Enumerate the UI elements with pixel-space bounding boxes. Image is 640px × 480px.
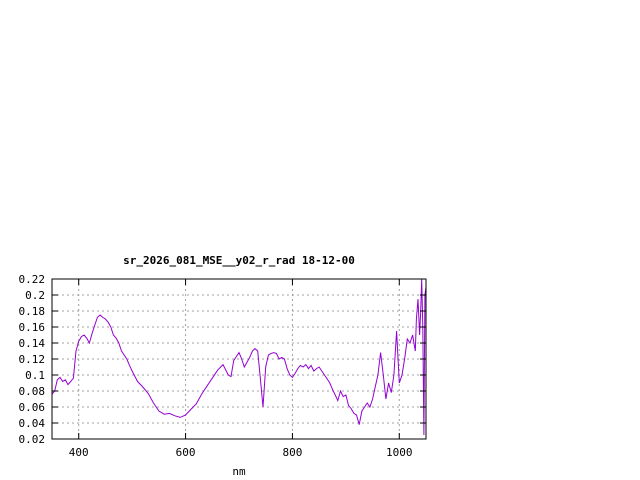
- series-layer: [51, 278, 427, 436]
- y-tick-label: 0.2: [25, 289, 45, 302]
- y-tick-label: 0.16: [19, 321, 46, 334]
- series-line: [51, 278, 427, 436]
- x-axis-label: nm: [232, 465, 246, 478]
- x-tick-label: 400: [69, 446, 89, 459]
- y-tick-label: 0.14: [19, 337, 46, 350]
- x-tick-label: 800: [282, 446, 302, 459]
- y-tick-label: 0.06: [19, 401, 46, 414]
- y-tick-label: 0.12: [19, 353, 46, 366]
- x-tick-label: 1000: [386, 446, 413, 459]
- y-tick-label: 0.04: [19, 417, 46, 430]
- y-tick-label: 0.22: [19, 273, 46, 286]
- tick-labels: 0.02 0.04 0.06 0.08 0.1 0.12 0.14 0.16 0.18 0.2 0.…: [19, 273, 413, 459]
- y-tick-label: 0.08: [19, 385, 46, 398]
- x-tick-label: 600: [176, 446, 196, 459]
- y-tick-label: 0.18: [19, 305, 46, 318]
- chart-title: sr_2026_081_MSE__y02_r_rad 18-12-00: [123, 254, 355, 267]
- y-tick-label: 0.02: [19, 433, 46, 446]
- y-tick-label: 0.1: [25, 369, 45, 382]
- tick-marks: [52, 278, 426, 440]
- grid: [52, 279, 426, 439]
